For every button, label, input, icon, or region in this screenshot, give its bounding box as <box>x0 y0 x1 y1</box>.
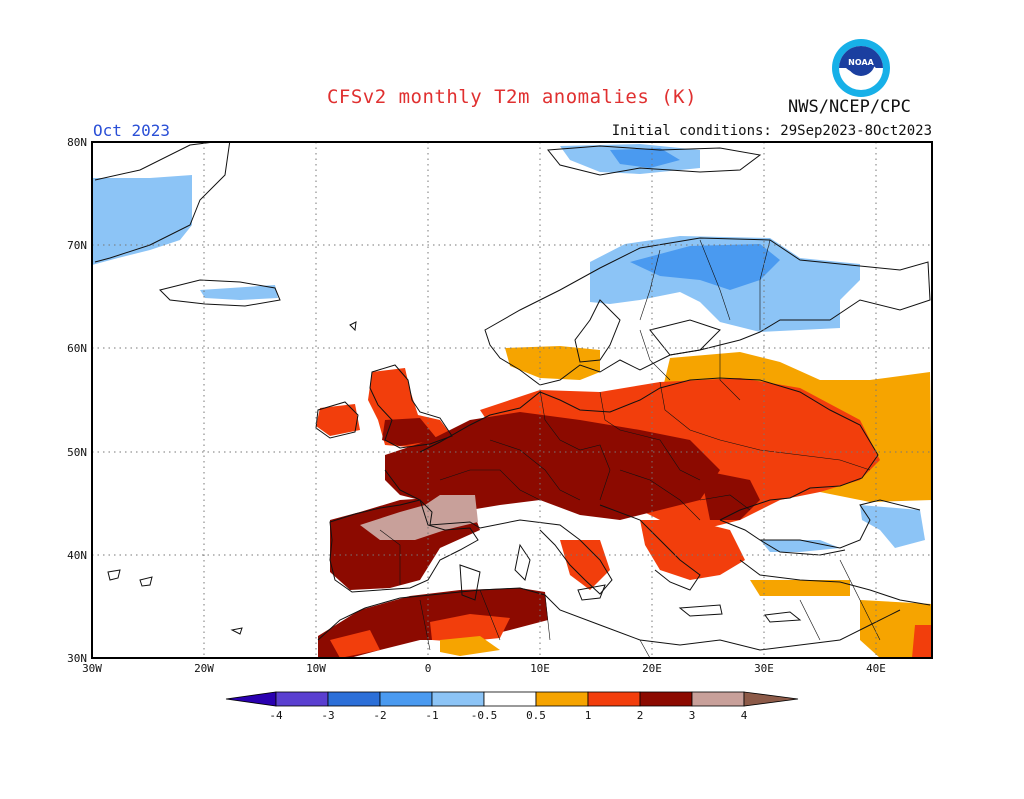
organization-label: NWS/NCEP/CPC <box>788 97 911 117</box>
forecast-month: Oct 2023 <box>93 121 171 140</box>
colorbar-cell <box>379 691 433 707</box>
map-frame <box>91 141 933 659</box>
lon-label: 0 <box>425 662 432 675</box>
lon-label: 30W <box>82 662 102 675</box>
anomaly-region-central-europe <box>385 412 720 520</box>
colorbar <box>225 691 799 707</box>
lon-label: 10E <box>530 662 550 675</box>
noaa-logo: NOAA <box>832 39 890 97</box>
colorbar-label: 4 <box>741 709 748 722</box>
colorbar-labels: -4 -3 -2 -1 -0.5 0.5 1 2 3 4 <box>269 709 747 722</box>
lat-label: 40N <box>67 549 87 562</box>
colorbar-cell <box>535 691 589 707</box>
anomaly-region-greenland <box>92 175 192 265</box>
longitude-axis: 30W 20W 10W 0 10E 20E 30E 40E <box>82 662 886 675</box>
colorbar-cell <box>639 691 693 707</box>
latitude-axis: 80N 70N 60N 50N 40N 30N <box>67 136 87 665</box>
colorbar-label: -3 <box>321 709 334 722</box>
colorbar-cell <box>587 691 641 707</box>
lat-label: 60N <box>67 342 87 355</box>
map-content <box>92 142 932 658</box>
country-borders <box>379 239 881 658</box>
lat-label: 70N <box>67 239 87 252</box>
lon-label: 40E <box>866 662 886 675</box>
colorbar-label: -1 <box>425 709 438 722</box>
lat-label: 30N <box>67 652 87 665</box>
lon-label: 10W <box>306 662 326 675</box>
colorbar-label: 2 <box>637 709 644 722</box>
colorbar-cell <box>327 691 381 707</box>
colorbar-label: 0.5 <box>526 709 546 722</box>
colorbar-cell <box>483 691 537 707</box>
colorbar-label: -2 <box>373 709 386 722</box>
noaa-logo-text: NOAA <box>848 58 874 67</box>
colorbar-cell <box>275 691 329 707</box>
colorbar-cell <box>691 691 745 707</box>
lat-label: 50N <box>67 446 87 459</box>
colorbar-label: -4 <box>269 709 283 722</box>
colorbar-label: 3 <box>689 709 696 722</box>
lon-label: 30E <box>754 662 774 675</box>
coastlines <box>94 142 931 651</box>
colorbar-cell <box>743 691 799 707</box>
colorbar-cell <box>225 691 277 707</box>
initial-conditions: Initial conditions: 29Sep2023-8Oct2023 <box>611 123 932 139</box>
map-title: CFSv2 monthly T2m anomalies (K) <box>326 86 698 108</box>
colorbar-cell <box>431 691 485 707</box>
lon-label: 20W <box>194 662 214 675</box>
lat-label: 80N <box>67 136 87 149</box>
colorbar-label: -0.5 <box>471 709 498 722</box>
colorbar-label: 1 <box>585 709 592 722</box>
graticule <box>92 142 932 658</box>
lon-label: 20E <box>642 662 662 675</box>
